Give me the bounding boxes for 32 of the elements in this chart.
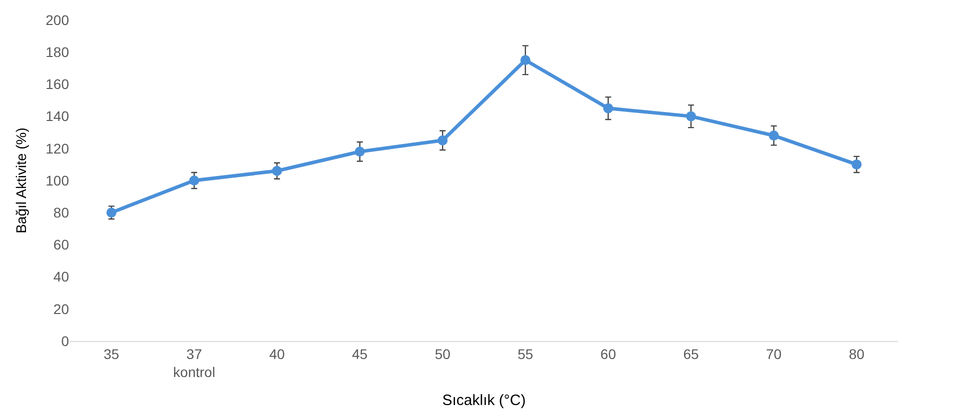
point (438, 135, 448, 146)
x-tick-label: 50 (434, 346, 451, 362)
y-tick-label: 60 (53, 236, 70, 253)
point (686, 111, 696, 122)
y-tick-label: 80 (53, 204, 70, 220)
point (603, 103, 614, 114)
x-tick-label: 65 (683, 346, 699, 362)
point (520, 55, 530, 66)
y-tick-label: 40 (53, 268, 70, 285)
x-tick-label: 80 (848, 346, 865, 362)
x-tick-label: 55 (518, 346, 534, 362)
x-axis-title: Sıcaklık (°C) (442, 392, 526, 409)
y-tick-label: 140 (46, 108, 70, 124)
point (272, 166, 282, 176)
x-tick-label: 35 (104, 346, 120, 362)
point (852, 159, 862, 170)
y-tick-label: 0 (61, 332, 70, 349)
point (354, 146, 365, 157)
x-tick-label: 70 (766, 346, 782, 362)
x-tick-label: 37 kontrol (173, 346, 216, 380)
y-tick-label: 120 (46, 140, 70, 156)
x-tick-label: 45 (352, 346, 368, 362)
y-tick-label: 100 (46, 172, 70, 188)
y-tick-label: 160 (46, 76, 70, 92)
y-tick-label: 200 (46, 12, 70, 28)
y-tick-label: 20 (53, 300, 70, 317)
x-tick-label: 40 (269, 346, 285, 362)
x-tick-label: 60 (600, 346, 616, 362)
point (768, 130, 779, 141)
y-tick-label: 180 (46, 44, 70, 60)
point (189, 176, 200, 186)
y-axis-title: Bağıl Aktivite (%) (13, 128, 30, 234)
